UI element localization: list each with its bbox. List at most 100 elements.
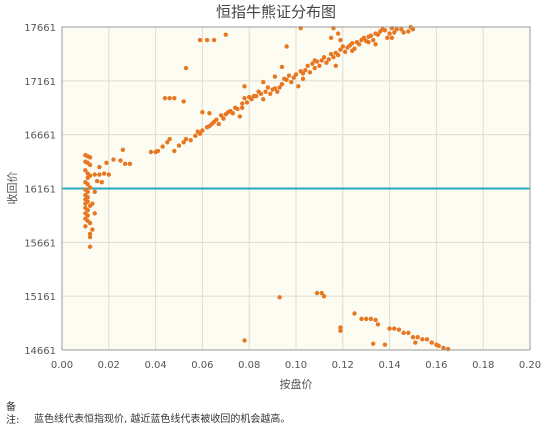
data-point[interactable] (366, 39, 371, 45)
data-point[interactable] (401, 30, 406, 35)
data-point[interactable] (361, 35, 367, 41)
data-point[interactable] (101, 171, 107, 176)
data-point[interactable] (331, 55, 336, 60)
data-point[interactable] (148, 149, 154, 155)
data-point[interactable] (375, 32, 381, 37)
data-point[interactable] (160, 144, 165, 149)
data-point[interactable] (392, 326, 397, 331)
data-point[interactable] (85, 207, 90, 213)
data-point[interactable] (242, 338, 247, 343)
data-point[interactable] (181, 140, 186, 145)
data-point[interactable] (342, 49, 348, 55)
data-point[interactable] (207, 111, 212, 116)
data-point[interactable] (90, 201, 95, 206)
data-point[interactable] (122, 161, 128, 167)
data-point[interactable] (242, 84, 247, 89)
data-point[interactable] (162, 95, 168, 101)
data-point[interactable] (87, 162, 93, 168)
data-point[interactable] (284, 77, 289, 83)
data-point[interactable] (277, 295, 282, 300)
data-point[interactable] (279, 64, 285, 70)
data-point[interactable] (188, 137, 193, 143)
data-point[interactable] (204, 37, 210, 43)
data-point[interactable] (356, 42, 362, 47)
data-point[interactable] (258, 91, 264, 97)
data-point[interactable] (111, 157, 116, 162)
data-point[interactable] (265, 85, 271, 90)
data-point[interactable] (340, 44, 345, 49)
data-point[interactable] (364, 316, 369, 322)
data-point[interactable] (406, 29, 411, 34)
data-point[interactable] (413, 340, 418, 345)
data-point[interactable] (375, 322, 381, 327)
data-point[interactable] (338, 37, 343, 43)
data-point[interactable] (382, 28, 388, 33)
data-point[interactable] (392, 30, 397, 35)
data-point[interactable] (373, 317, 378, 323)
data-point[interactable] (275, 89, 280, 94)
data-point[interactable] (230, 111, 236, 116)
data-point[interactable] (172, 148, 177, 154)
data-point[interactable] (382, 342, 388, 347)
data-point[interactable] (289, 79, 294, 85)
data-point[interactable] (352, 311, 357, 316)
data-point[interactable] (251, 93, 257, 99)
data-point[interactable] (389, 35, 395, 41)
data-point[interactable] (176, 143, 182, 148)
data-point[interactable] (312, 58, 317, 63)
data-point[interactable] (99, 179, 104, 185)
data-point[interactable] (436, 343, 441, 349)
data-point[interactable] (242, 95, 247, 101)
data-point[interactable] (197, 131, 203, 136)
data-point[interactable] (368, 33, 374, 38)
data-point[interactable] (424, 337, 430, 342)
data-point[interactable] (87, 234, 93, 240)
data-point[interactable] (87, 220, 93, 226)
data-point[interactable] (87, 185, 93, 190)
data-point[interactable] (94, 178, 100, 184)
data-point[interactable] (286, 73, 292, 78)
data-point[interactable] (200, 109, 205, 115)
data-point[interactable] (373, 42, 378, 47)
data-point[interactable] (396, 327, 402, 332)
data-point[interactable] (333, 63, 338, 69)
data-point[interactable] (85, 175, 90, 181)
data-point[interactable] (83, 224, 88, 229)
data-point[interactable] (106, 172, 112, 177)
data-point[interactable] (216, 121, 221, 127)
data-point[interactable] (303, 67, 308, 73)
data-point[interactable] (277, 85, 282, 90)
data-point[interactable] (167, 95, 172, 101)
data-point[interactable] (83, 201, 88, 206)
data-point[interactable] (167, 136, 172, 142)
data-point[interactable] (193, 133, 198, 139)
data-point[interactable] (249, 97, 254, 102)
data-point[interactable] (335, 52, 341, 58)
data-point[interactable] (310, 61, 315, 66)
data-point[interactable] (279, 81, 285, 87)
data-point[interactable] (87, 244, 93, 249)
data-point[interactable] (200, 128, 205, 133)
data-point[interactable] (300, 71, 306, 76)
data-point[interactable] (120, 147, 126, 153)
data-point[interactable] (410, 334, 416, 340)
data-point[interactable] (314, 290, 320, 296)
data-point[interactable] (183, 136, 189, 142)
data-point[interactable] (261, 97, 266, 102)
data-point[interactable] (244, 100, 250, 105)
data-point[interactable] (92, 211, 97, 216)
data-point[interactable] (335, 31, 341, 36)
data-point[interactable] (211, 37, 217, 43)
data-point[interactable] (165, 140, 170, 145)
data-point[interactable] (319, 58, 324, 63)
data-point[interactable] (85, 182, 90, 187)
data-point[interactable] (263, 89, 268, 94)
data-point[interactable] (197, 37, 203, 43)
data-point[interactable] (92, 189, 97, 195)
data-point[interactable] (406, 330, 411, 336)
data-point[interactable] (85, 213, 90, 218)
data-point[interactable] (415, 334, 420, 340)
data-point[interactable] (338, 328, 343, 333)
data-point[interactable] (268, 91, 273, 97)
data-point[interactable] (291, 75, 296, 80)
